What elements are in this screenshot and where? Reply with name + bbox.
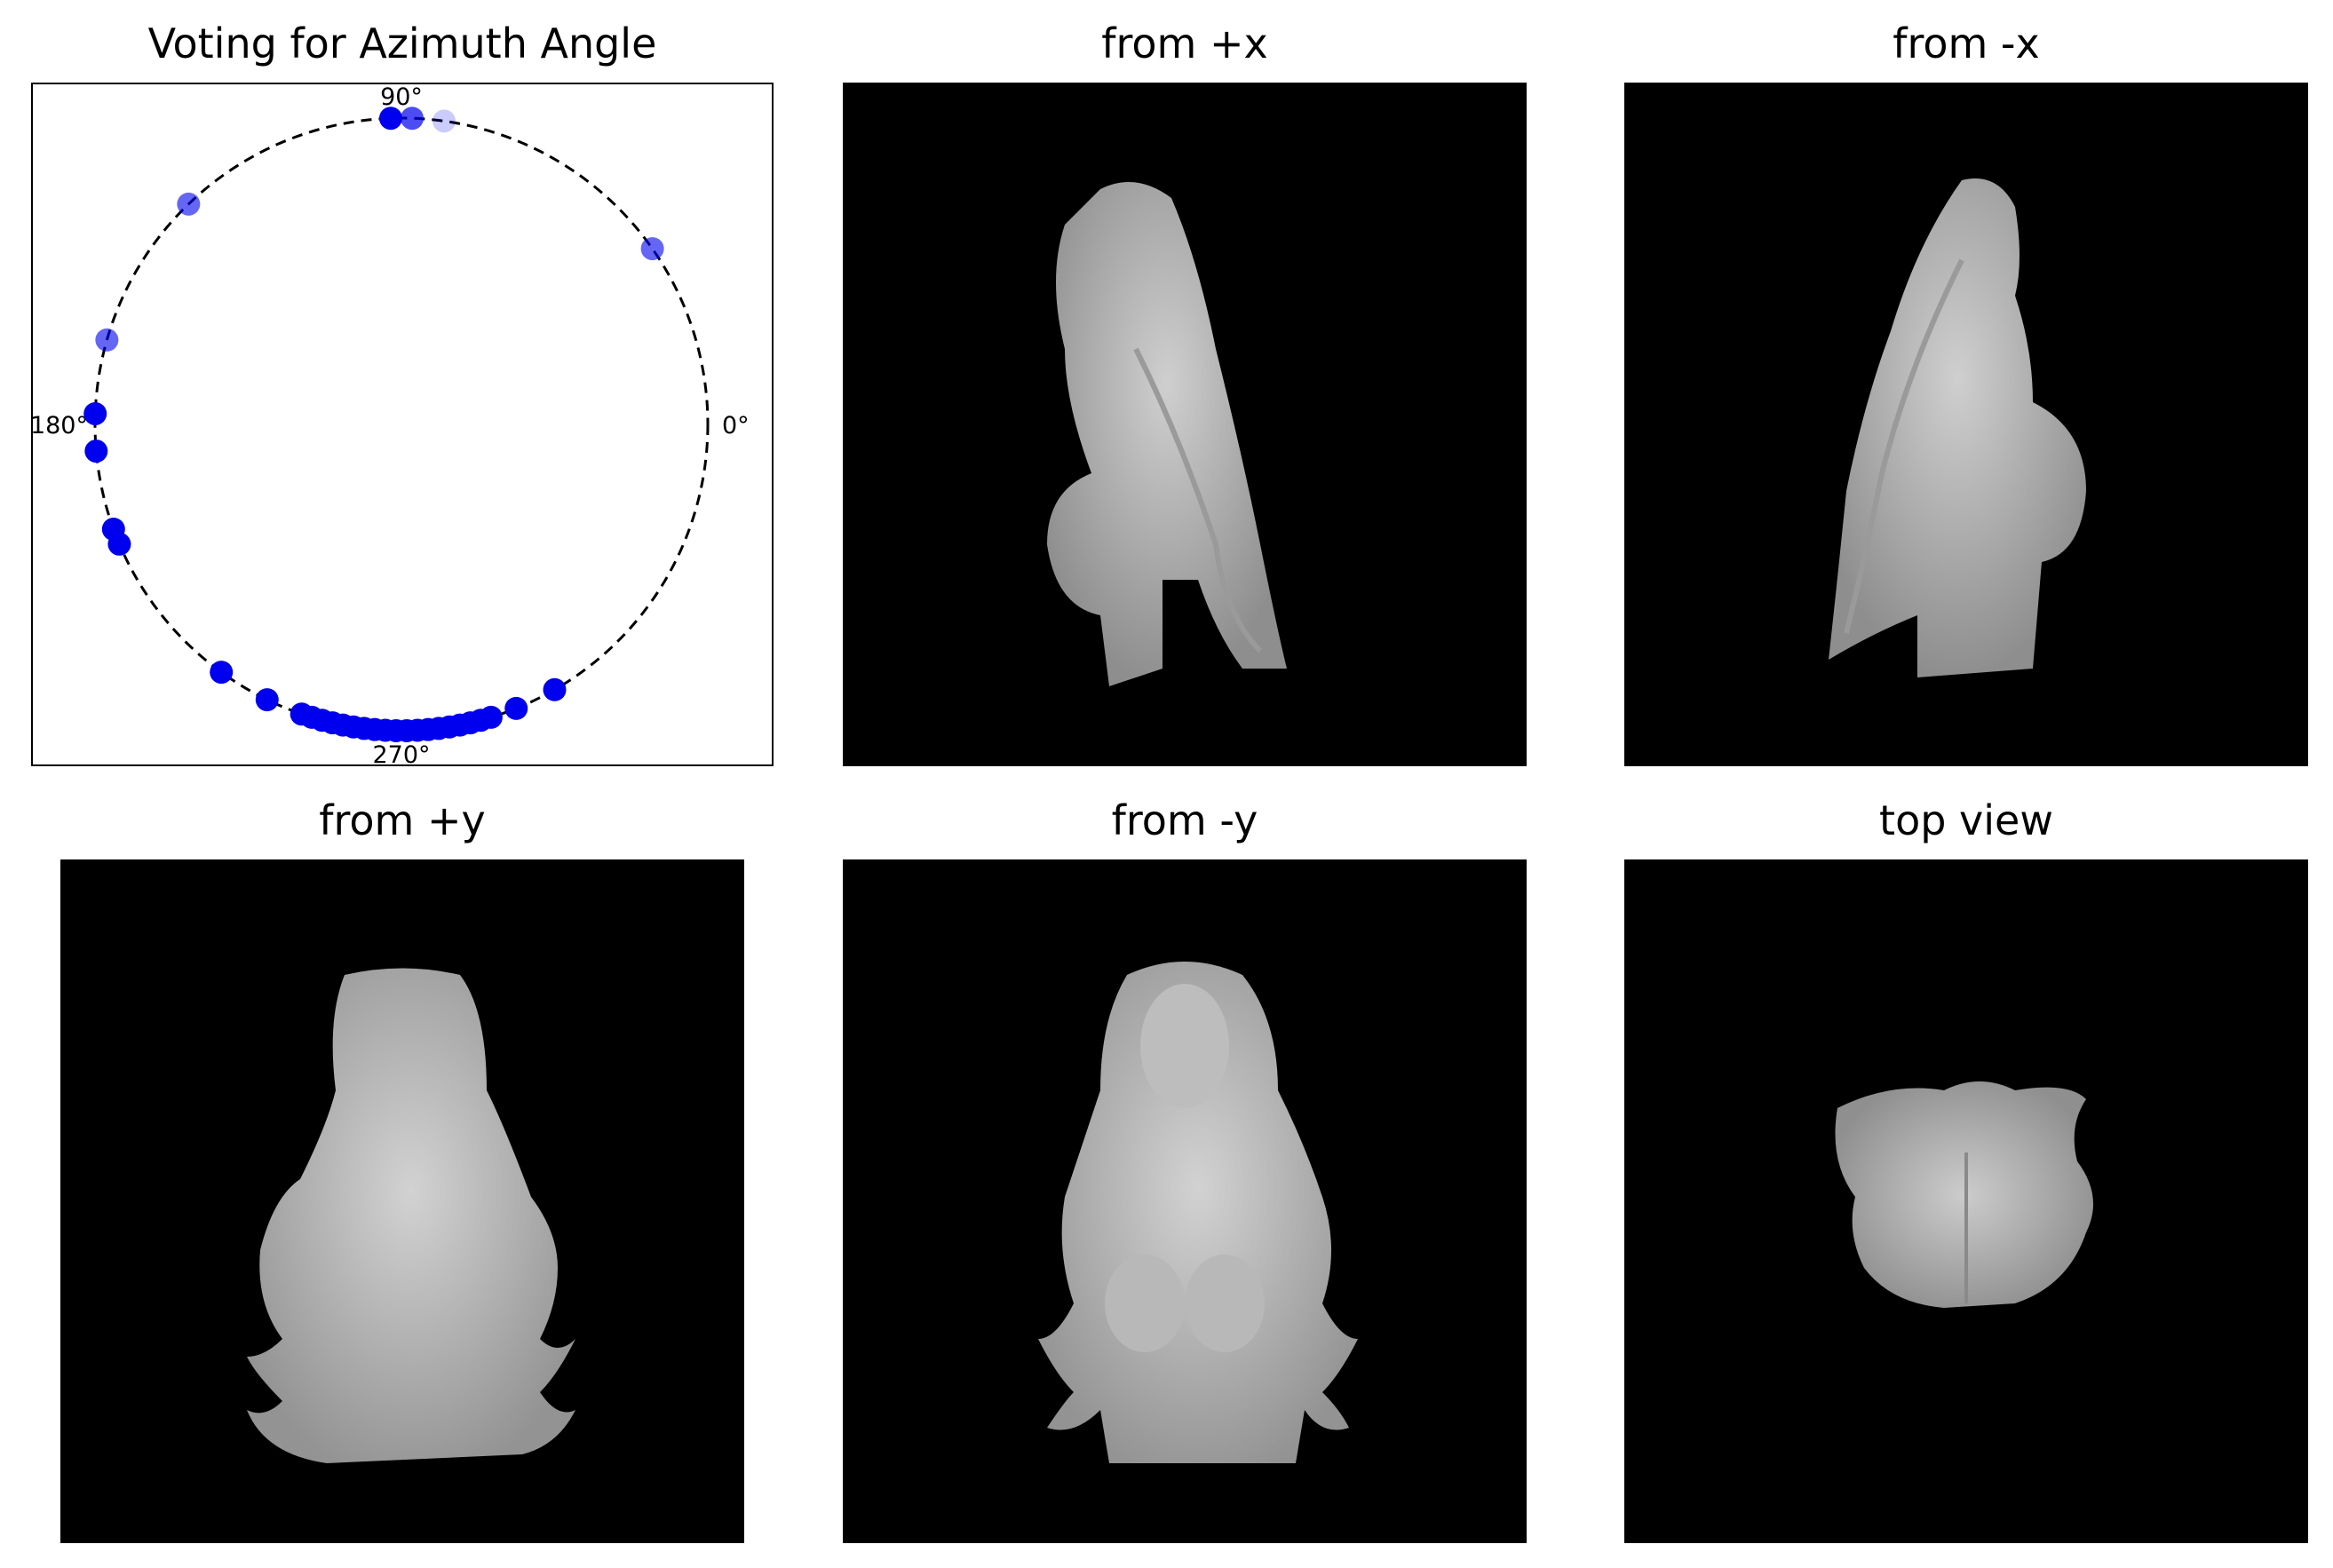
vote-point bbox=[95, 328, 119, 352]
bust-top-image bbox=[1835, 1081, 2093, 1308]
vote-point bbox=[177, 192, 201, 216]
bust-side-left-image bbox=[1829, 178, 2086, 677]
bust-back-image bbox=[247, 968, 575, 1463]
vote-point bbox=[107, 532, 131, 556]
vote-point bbox=[83, 401, 107, 425]
polar-plot-svg: 0° 90° 180° 270° bbox=[33, 84, 750, 764]
vote-point bbox=[210, 661, 234, 685]
panel-title-from-minus-y: from -y bbox=[1111, 796, 1258, 844]
vote-point bbox=[255, 688, 279, 712]
angle-label-90: 90° bbox=[380, 84, 423, 111]
bust-front-image bbox=[1038, 962, 1358, 1463]
panel-title-from-plus-x: from +x bbox=[1101, 20, 1268, 67]
vote-point bbox=[640, 237, 664, 261]
angle-label-180: 180° bbox=[33, 412, 88, 440]
panel-title-from-plus-y: from +y bbox=[319, 796, 486, 844]
vote-points bbox=[83, 107, 664, 742]
vote-point bbox=[504, 696, 528, 720]
render-from-minus-x bbox=[1624, 83, 2308, 766]
vote-point bbox=[378, 107, 402, 131]
render-top-view bbox=[1624, 859, 2308, 1543]
vote-point bbox=[84, 440, 108, 463]
render-from-plus-x bbox=[843, 83, 1527, 766]
azimuth-polar-chart: 0° 90° 180° 270° bbox=[31, 83, 774, 766]
render-from-minus-y bbox=[843, 859, 1527, 1543]
vote-point bbox=[432, 109, 456, 133]
polar-chart-title: Voting for Azimuth Angle bbox=[147, 20, 657, 67]
angle-label-0: 0° bbox=[722, 412, 750, 440]
render-from-plus-y bbox=[60, 859, 744, 1543]
panel-title-top-view: top view bbox=[1879, 796, 2053, 844]
panel-title-from-minus-x: from -x bbox=[1893, 20, 2040, 67]
vote-point bbox=[543, 677, 567, 701]
bust-side-right-image bbox=[1047, 182, 1287, 686]
angle-label-270: 270° bbox=[372, 741, 430, 764]
vote-point bbox=[401, 107, 425, 131]
vote-point bbox=[479, 705, 503, 729]
